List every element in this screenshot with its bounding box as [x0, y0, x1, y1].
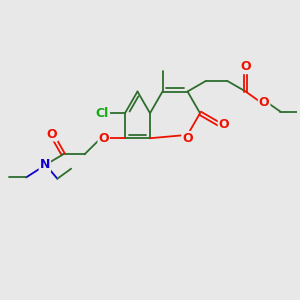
Text: O: O [240, 60, 251, 73]
Text: N: N [40, 158, 50, 171]
Text: O: O [219, 118, 229, 131]
Text: O: O [46, 128, 57, 140]
Text: O: O [98, 132, 109, 145]
Text: Cl: Cl [96, 107, 109, 120]
Text: O: O [259, 96, 269, 109]
Text: O: O [182, 132, 193, 145]
